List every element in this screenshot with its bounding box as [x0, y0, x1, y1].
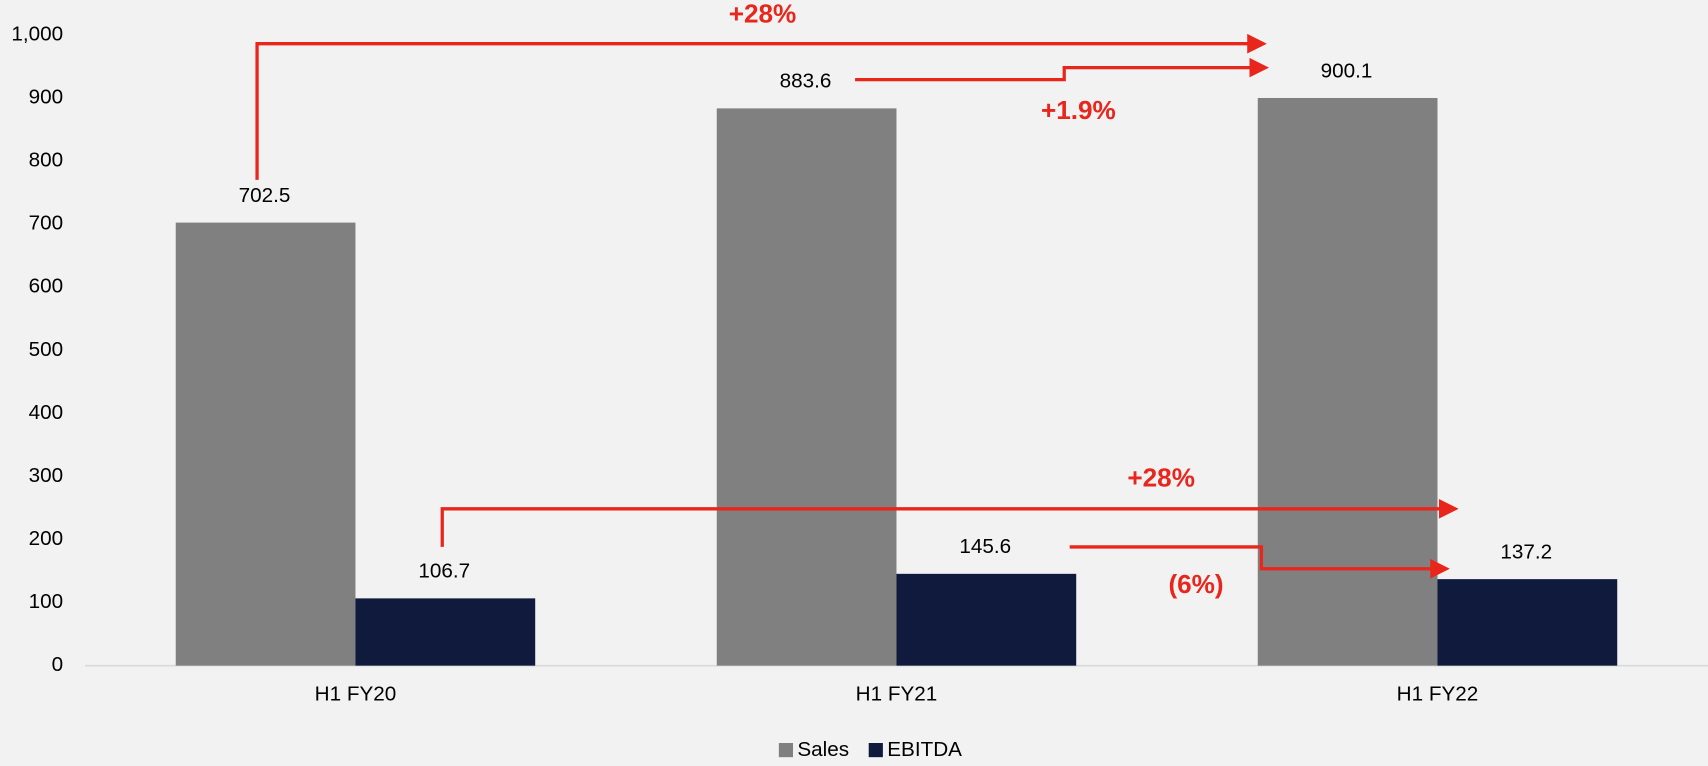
bar — [355, 598, 536, 666]
legend-label: Sales — [797, 738, 849, 761]
bar — [716, 108, 897, 666]
arrow — [255, 33, 1267, 180]
y-tick-label: 1,000 — [11, 22, 63, 45]
y-tick-label: 700 — [29, 212, 64, 235]
bar — [1257, 97, 1438, 666]
data-label: 900.1 — [1321, 59, 1373, 82]
data-label: 106.7 — [418, 560, 470, 583]
annotation: +28% — [729, 0, 797, 28]
legend-swatch — [778, 743, 793, 758]
data-label: 702.5 — [239, 184, 291, 207]
arrow — [440, 499, 1459, 547]
x-tick-label: H1 FY22 — [1397, 683, 1479, 706]
x-tick-label: H1 FY21 — [856, 683, 938, 706]
y-tick-label: 600 — [29, 275, 64, 298]
y-tick-label: 900 — [29, 86, 64, 109]
y-tick-label: 0 — [52, 653, 64, 676]
data-label: 145.6 — [959, 535, 1011, 558]
y-tick-label: 200 — [29, 527, 64, 550]
legend-label: EBITDA — [887, 738, 962, 761]
data-label: 883.6 — [780, 70, 832, 93]
arrow — [855, 57, 1270, 82]
annotation: +1.9% — [1041, 95, 1116, 125]
arrow — [1069, 545, 1450, 579]
annotation: (6%) — [1168, 569, 1223, 599]
bar — [175, 222, 356, 666]
y-tick-label: 500 — [29, 338, 64, 361]
bar — [896, 573, 1077, 666]
y-tick-label: 100 — [29, 590, 64, 613]
data-label: 137.2 — [1500, 540, 1552, 563]
bar — [1437, 579, 1618, 666]
y-tick-label: 400 — [29, 401, 64, 424]
annotation: +28% — [1127, 462, 1195, 492]
x-tick-label: H1 FY20 — [315, 683, 397, 706]
y-tick-label: 800 — [29, 149, 64, 172]
annotation-arrows — [255, 33, 1459, 579]
legend-swatch — [868, 743, 883, 758]
y-tick-label: 300 — [29, 464, 64, 487]
